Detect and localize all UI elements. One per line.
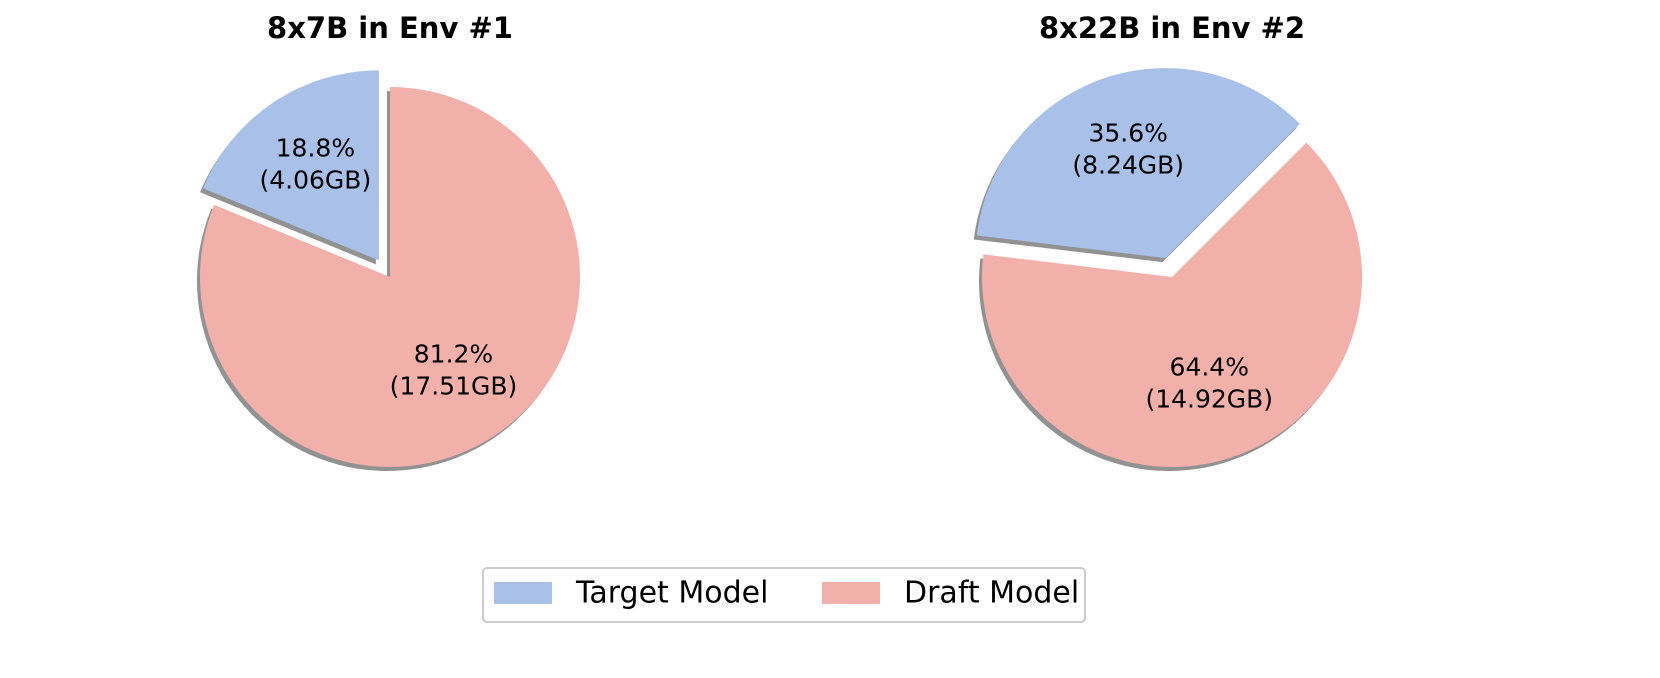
value-label: 35.6% xyxy=(1088,118,1167,147)
chart-title: 8x7B in Env #1 xyxy=(267,11,513,45)
legend-label: Target Model xyxy=(575,576,768,611)
memory-label: (4.06GB) xyxy=(260,166,372,195)
memory-label: (14.92GB) xyxy=(1145,385,1273,414)
memory-label: (17.51GB) xyxy=(390,372,518,401)
memory-label: (8.24GB) xyxy=(1072,150,1184,179)
legend-swatch xyxy=(822,582,880,604)
legend-swatch xyxy=(494,582,552,604)
legend-box xyxy=(482,567,1086,623)
pie-wedge xyxy=(203,70,379,261)
legend-label: Draft Model xyxy=(904,576,1079,611)
chart-title: 8x22B in Env #2 xyxy=(1039,11,1305,45)
value-label: 81.2% xyxy=(414,340,493,369)
pie-wedge xyxy=(976,68,1300,259)
value-label: 64.4% xyxy=(1170,353,1249,382)
value-label: 18.8% xyxy=(276,134,355,163)
pie-wedge xyxy=(200,87,581,468)
pie-wedge xyxy=(982,142,1363,467)
